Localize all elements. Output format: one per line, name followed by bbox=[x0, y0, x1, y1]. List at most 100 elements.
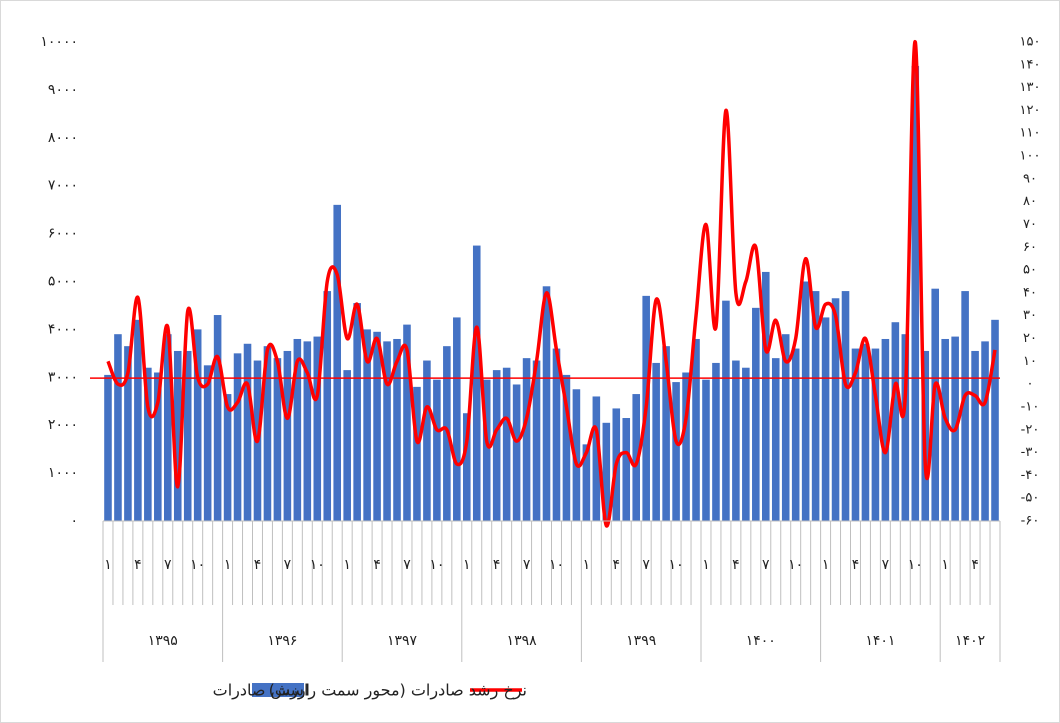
bar bbox=[861, 343, 870, 521]
bar bbox=[781, 334, 790, 521]
legend-swatch bbox=[252, 683, 304, 697]
bar bbox=[552, 348, 561, 521]
x-tick-label: ۱ bbox=[702, 557, 710, 573]
bar bbox=[233, 353, 242, 521]
y-tick-label: ۱۰۰۰ bbox=[48, 465, 78, 481]
bar bbox=[512, 384, 521, 521]
bar bbox=[193, 329, 202, 521]
x-tick-label: ۱ bbox=[343, 557, 351, 573]
year-label: ۱۳۹۸ bbox=[507, 633, 538, 649]
bar bbox=[732, 360, 740, 521]
x-tick-label: ۷ bbox=[762, 557, 770, 573]
bar bbox=[602, 422, 611, 521]
bar bbox=[363, 329, 371, 521]
bar bbox=[901, 334, 910, 521]
bar bbox=[403, 324, 411, 521]
x-tick-label: ۴ bbox=[373, 557, 381, 573]
y-tick-label: ۵۰۰۰ bbox=[48, 274, 78, 290]
bar bbox=[492, 370, 501, 521]
legend-text: نرخ رشد صادرات (محور سمت راست) bbox=[269, 681, 527, 701]
bar bbox=[163, 334, 172, 521]
bar bbox=[761, 271, 770, 521]
bar bbox=[652, 362, 660, 521]
x-tick-label: ۴ bbox=[971, 557, 979, 573]
bar bbox=[801, 281, 810, 521]
bar bbox=[413, 386, 421, 521]
bar bbox=[343, 370, 351, 521]
bar bbox=[582, 444, 591, 521]
year-label: ۱۴۰۰ bbox=[746, 633, 776, 649]
bar bbox=[871, 348, 880, 521]
bar bbox=[353, 303, 361, 521]
legend-text: ارزش صادرات bbox=[213, 681, 310, 701]
bar bbox=[482, 379, 491, 521]
y2-tick-label: ۶۰ bbox=[1023, 240, 1037, 255]
year-label: ۱۴۰۲ bbox=[955, 633, 985, 649]
bar bbox=[791, 348, 800, 521]
bar bbox=[114, 334, 122, 521]
bar bbox=[821, 317, 830, 521]
year-label: ۱۳۹۵ bbox=[148, 633, 178, 649]
bar bbox=[453, 317, 461, 521]
x-tick-label: ۷ bbox=[403, 557, 411, 573]
x-tick-label: ۴ bbox=[493, 557, 501, 573]
bar bbox=[542, 286, 551, 521]
year-label: ۱۳۹۶ bbox=[267, 633, 297, 649]
x-tick-label: ۱۰ bbox=[190, 557, 205, 573]
x-tick-label: ۱ bbox=[104, 557, 112, 573]
bar bbox=[811, 291, 820, 521]
y2-tick-label: -۲۰ bbox=[1021, 422, 1040, 437]
y2-tick-label: ۱۴۰ bbox=[1020, 57, 1041, 72]
bar bbox=[702, 379, 710, 521]
bar bbox=[293, 338, 302, 521]
y2-tick-label: ۳۰ bbox=[1023, 308, 1037, 323]
year-label: ۱۴۰۱ bbox=[865, 633, 895, 649]
bar bbox=[851, 348, 860, 521]
x-tick-label: ۷ bbox=[642, 557, 650, 573]
x-tick-label: ۱۰ bbox=[429, 557, 444, 573]
bar bbox=[283, 350, 292, 521]
bar bbox=[592, 396, 601, 521]
x-tick-label: ۴ bbox=[732, 557, 740, 573]
bar bbox=[941, 338, 949, 521]
bar bbox=[692, 338, 700, 521]
bar bbox=[891, 322, 900, 521]
y2-tick-label: ۱۳۰ bbox=[1020, 80, 1041, 95]
bar bbox=[991, 319, 999, 521]
y2-tick-label: -۱۰ bbox=[1021, 399, 1040, 414]
bar bbox=[333, 204, 342, 522]
y-tick-label: ۴۰۰۰ bbox=[48, 321, 78, 337]
y-tick-label: ۶۰۰۰ bbox=[48, 226, 78, 242]
bar bbox=[981, 341, 989, 521]
y2-tick-label: -۳۰ bbox=[1021, 445, 1040, 460]
bar bbox=[263, 346, 272, 521]
bar bbox=[672, 382, 680, 521]
bar bbox=[572, 389, 581, 521]
y-tick-label: ۷۰۰۰ bbox=[48, 178, 78, 194]
bar bbox=[313, 336, 322, 521]
y2-tick-label: ۱۰۰ bbox=[1020, 149, 1041, 164]
y-tick-label: ۹۰۰۰ bbox=[48, 82, 78, 98]
bar bbox=[771, 358, 780, 521]
x-tick-label: ۱۰ bbox=[788, 557, 803, 573]
bar bbox=[383, 341, 391, 521]
line bbox=[106, 40, 997, 528]
bar bbox=[911, 65, 920, 521]
y2-tick-label: ۲۰ bbox=[1023, 331, 1037, 346]
y2-tick-label: -۵۰ bbox=[1021, 491, 1040, 506]
x-tick-label: ۱ bbox=[583, 557, 591, 573]
bar bbox=[831, 298, 840, 521]
x-tick-label: ۴ bbox=[254, 557, 262, 573]
bar bbox=[931, 288, 940, 521]
bar bbox=[682, 372, 690, 521]
bar bbox=[433, 379, 441, 521]
bar bbox=[462, 413, 471, 521]
bar bbox=[722, 300, 730, 521]
year-label: ۱۳۹۷ bbox=[387, 633, 418, 649]
bar bbox=[971, 350, 979, 521]
bar bbox=[203, 365, 212, 521]
bar bbox=[472, 245, 481, 521]
y2-tick-label: ۷۰ bbox=[1023, 217, 1037, 232]
bar bbox=[124, 346, 132, 521]
y2-tick-label: ۰ bbox=[1027, 377, 1034, 392]
